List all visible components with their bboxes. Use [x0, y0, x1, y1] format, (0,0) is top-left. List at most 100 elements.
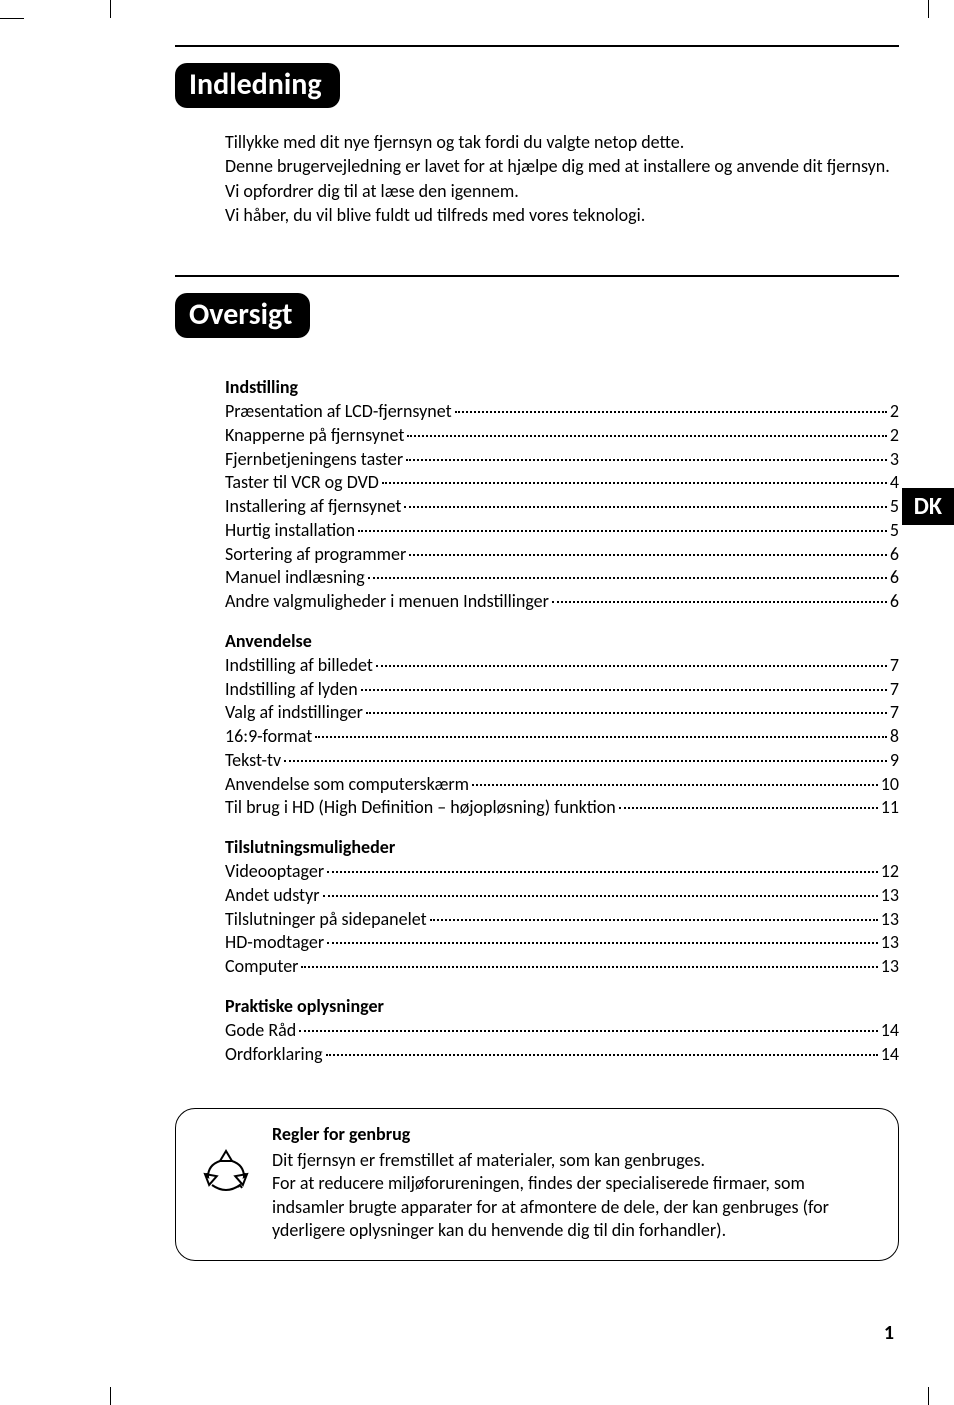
toc-leader-dots	[619, 807, 878, 809]
toc-page-number: 7	[890, 678, 899, 702]
recycle-icon	[198, 1145, 254, 1206]
toc-page-number: 7	[890, 701, 899, 725]
toc-entry: Tilslutninger på sidepanelet 13	[225, 908, 899, 932]
toc-leader-dots	[358, 530, 887, 532]
toc-leader-dots	[299, 1030, 878, 1032]
toc-label: Gode Råd	[225, 1019, 296, 1043]
toc-page-number: 8	[890, 725, 899, 749]
crop-mark	[928, 0, 929, 18]
recycle-box: Regler for genbrug Dit fjernsyn er frems…	[175, 1108, 899, 1261]
toc-label: Indstilling af lyden	[225, 678, 358, 702]
toc-leader-dots	[404, 506, 886, 508]
toc-leader-dots	[409, 554, 887, 556]
toc-leader-dots	[327, 942, 878, 944]
toc-group-title: Indstilling	[225, 376, 899, 398]
table-of-contents: IndstillingPræsentation af LCD-fjernsyne…	[175, 376, 899, 1066]
intro-line: Vi håber, du vil blive fuldt ud tilfreds…	[225, 203, 899, 227]
toc-entry: Manuel indlæsning 6	[225, 566, 899, 590]
crop-mark	[110, 0, 111, 18]
toc-entry: Ordforklaring 14	[225, 1043, 899, 1067]
toc-leader-dots	[406, 459, 887, 461]
toc-page-number: 13	[881, 884, 899, 908]
toc-leader-dots	[376, 665, 887, 667]
toc-heading: Oversigt	[175, 293, 310, 338]
toc-page-number: 13	[881, 908, 899, 932]
toc-label: Knapperne på fjernsynet	[225, 424, 404, 448]
intro-line: Denne brugervejledning er lavet for at h…	[225, 154, 899, 178]
toc-label: Hurtig installation	[225, 519, 355, 543]
toc-label: Valg af indstillinger	[225, 701, 363, 725]
intro-line: Vi opfordrer dig til at læse den igennem…	[225, 179, 899, 203]
toc-entry: HD-modtager 13	[225, 931, 899, 955]
intro-line: Tillykke med dit nye fjernsyn og tak for…	[225, 130, 899, 154]
toc-leader-dots	[407, 435, 887, 437]
toc-group-title: Anvendelse	[225, 630, 899, 652]
crop-mark	[928, 1387, 929, 1405]
toc-page-number: 14	[881, 1019, 899, 1043]
toc-leader-dots	[301, 966, 877, 968]
toc-label: Andet udstyr	[225, 884, 320, 908]
toc-entry: Andre valgmuligheder i menuen Indstillin…	[225, 590, 899, 614]
toc-entry: Valg af indstillinger 7	[225, 701, 899, 725]
language-tab: DK	[902, 488, 954, 525]
section-rule	[175, 275, 899, 277]
toc-leader-dots	[284, 760, 887, 762]
toc-entry: Hurtig installation 5	[225, 519, 899, 543]
toc-page-number: 5	[890, 519, 899, 543]
toc-entry: Taster til VCR og DVD 4	[225, 471, 899, 495]
toc-leader-dots	[382, 482, 887, 484]
toc-page-number: 10	[881, 773, 899, 797]
toc-label: Til brug i HD (High Definition – højoplø…	[225, 796, 616, 820]
toc-label: Anvendelse som computerskærm	[225, 773, 469, 797]
recycle-line: Dit fjernsyn er fremstillet af materiale…	[272, 1149, 876, 1172]
toc-label: Indstilling af billedet	[225, 654, 373, 678]
toc-label: Præsentation af LCD-fjernsynet	[225, 400, 452, 424]
recycle-title: Regler for genbrug	[272, 1123, 876, 1146]
toc-entry: Indstilling af lyden 7	[225, 678, 899, 702]
toc-entry: Indstilling af billedet 7	[225, 654, 899, 678]
toc-label: 16:9-format	[225, 725, 312, 749]
toc-label: Installering af fjernsynet	[225, 495, 401, 519]
crop-mark	[110, 1387, 111, 1405]
toc-entry: Videooptager 12	[225, 860, 899, 884]
toc-page-number: 6	[890, 543, 899, 567]
toc-leader-dots	[361, 689, 887, 691]
toc-group-title: Praktiske oplysninger	[225, 995, 899, 1017]
toc-page-number: 2	[890, 424, 899, 448]
toc-label: Fjernbetjeningens taster	[225, 448, 403, 472]
toc-entry: Sortering af programmer 6	[225, 543, 899, 567]
toc-page-number: 12	[881, 860, 899, 884]
toc-leader-dots	[323, 895, 878, 897]
toc-leader-dots	[366, 712, 887, 714]
toc-entry: 16:9-format 8	[225, 725, 899, 749]
toc-entry: Gode Råd 14	[225, 1019, 899, 1043]
toc-entry: Anvendelse som computerskærm 10	[225, 773, 899, 797]
toc-label: Videooptager	[225, 860, 324, 884]
toc-label: Computer	[225, 955, 298, 979]
toc-entry: Til brug i HD (High Definition – højoplø…	[225, 796, 899, 820]
toc-leader-dots	[368, 577, 887, 579]
toc-label: Ordforklaring	[225, 1043, 323, 1067]
toc-entry: Installering af fjernsynet 5	[225, 495, 899, 519]
toc-page-number: 3	[890, 448, 899, 472]
toc-leader-dots	[327, 871, 878, 873]
crop-mark	[0, 18, 24, 19]
page-number: 1	[884, 1321, 894, 1345]
toc-entry: Andet udstyr 13	[225, 884, 899, 908]
recycle-line: For at reducere miljøforureningen, finde…	[272, 1172, 876, 1242]
toc-entry: Computer 13	[225, 955, 899, 979]
toc-entry: Knapperne på fjernsynet 2	[225, 424, 899, 448]
toc-page-number: 9	[890, 749, 899, 773]
toc-page-number: 6	[890, 566, 899, 590]
toc-leader-dots	[472, 784, 878, 786]
intro-heading: Indledning	[175, 63, 340, 108]
toc-label: Sortering af programmer	[225, 543, 406, 567]
toc-leader-dots	[326, 1054, 878, 1056]
recycle-text: Regler for genbrug Dit fjernsyn er frems…	[272, 1123, 876, 1242]
toc-entry: Præsentation af LCD-fjernsynet 2	[225, 400, 899, 424]
toc-leader-dots	[552, 601, 887, 603]
toc-page-number: 4	[890, 471, 899, 495]
toc-page-number: 14	[881, 1043, 899, 1067]
toc-label: Manuel indlæsning	[225, 566, 365, 590]
toc-group-title: Tilslutningsmuligheder	[225, 836, 899, 858]
